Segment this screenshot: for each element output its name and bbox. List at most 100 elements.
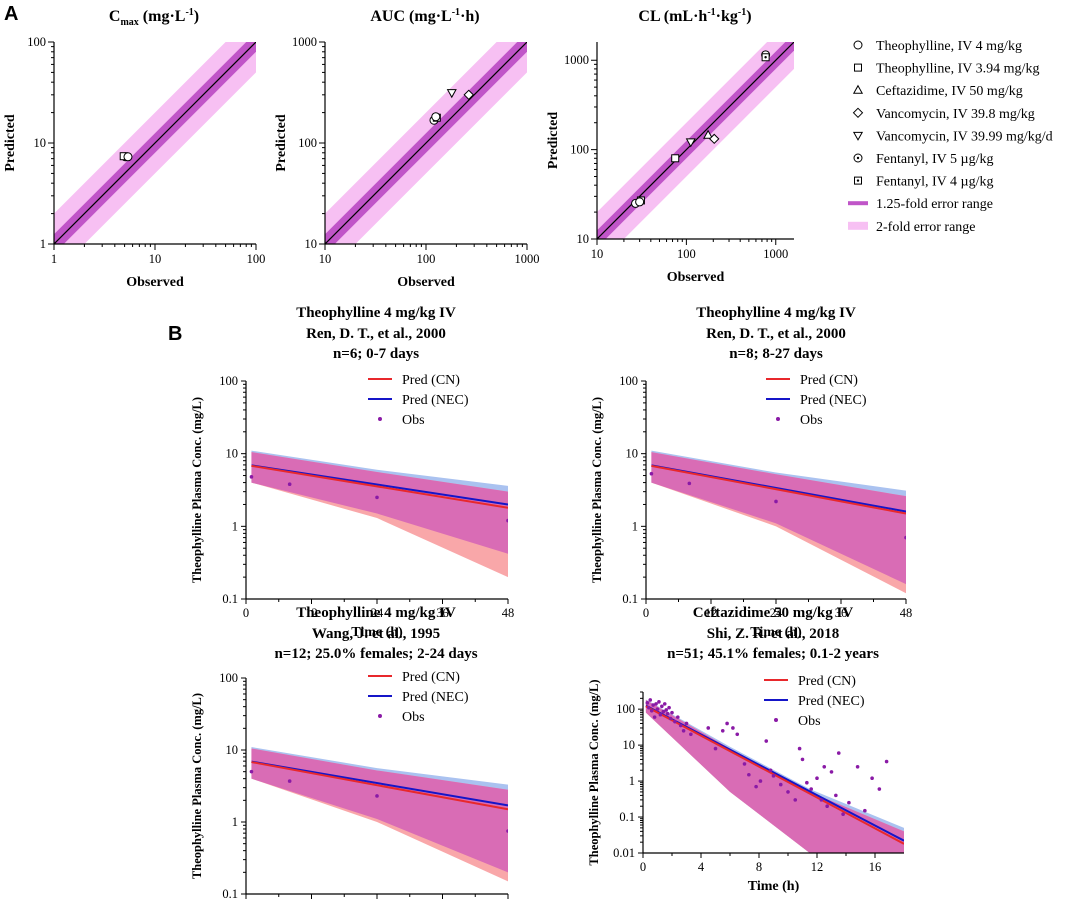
y-tick-label: 10 xyxy=(34,136,47,150)
plot-area xyxy=(54,42,256,244)
x-tick-label: 10 xyxy=(319,252,332,266)
title-subscript: max xyxy=(120,17,138,28)
legend-item: Obs xyxy=(378,710,425,725)
obs-point xyxy=(747,772,751,777)
data-point-circle xyxy=(431,112,441,122)
legend-item: Obs xyxy=(378,413,425,428)
obs-point xyxy=(768,768,773,773)
legend-label: Pred (CN) xyxy=(800,373,858,388)
purple-dot-icon xyxy=(378,714,382,718)
panel-label-a: A xyxy=(4,3,18,25)
obs-point xyxy=(809,787,813,791)
chart-title-line: Shi, Z. R. et al., 2018 xyxy=(707,626,840,642)
legend-item: Pred (CN) xyxy=(764,674,856,689)
legend-item: Pred (CN) xyxy=(368,670,460,685)
obs-point xyxy=(664,708,668,712)
chart-title-line: Theophylline 4 mg/kg IV xyxy=(296,305,456,321)
legend-label: Obs xyxy=(402,710,425,725)
x-tick-label: 10 xyxy=(149,252,162,266)
obs-point xyxy=(829,770,834,774)
x-tick-label: 12 xyxy=(305,606,318,620)
pred-nec-line xyxy=(251,760,508,807)
x-tick-label: 1 xyxy=(51,252,57,266)
legend-label: 2-fold error range xyxy=(876,220,976,235)
title-superscript: -1 xyxy=(452,7,460,18)
marker xyxy=(852,84,864,94)
obs-point xyxy=(786,790,790,794)
obs-point xyxy=(764,739,769,743)
x-tick-label: 24 xyxy=(770,606,783,620)
x-tick-label: 12 xyxy=(705,606,718,620)
obs-point xyxy=(706,726,711,730)
plot-area xyxy=(249,450,508,578)
x-axis-label: Observed xyxy=(126,275,184,290)
y-tick-label: 0.01 xyxy=(613,846,635,860)
marker xyxy=(852,107,864,119)
legend-item: Pred (NEC) xyxy=(368,393,469,408)
y-tick-label: 10 xyxy=(577,232,590,246)
x-axis-label: Observed xyxy=(667,270,725,285)
y-tick-label: 0.1 xyxy=(222,592,238,606)
title-main: CL xyxy=(638,8,660,25)
data-point-circle xyxy=(123,152,133,162)
x-axis-label: Time (h) xyxy=(750,625,802,640)
chart-title-line: Ren, D. T., et al., 2000 xyxy=(706,326,846,342)
obs-point xyxy=(375,794,379,798)
obs-point xyxy=(506,829,508,833)
chart-title-line: Ceftazidime 50 mg/kg IV xyxy=(693,605,854,621)
chart-panel-b: 0 12 24 36 48 0.1 1 10 100 Time (h) Theophylline P… xyxy=(190,305,514,640)
obs-point xyxy=(841,812,845,816)
legend-item: Pred (CN) xyxy=(766,373,858,388)
y-tick-label: 1 xyxy=(232,519,238,533)
y-axis-label: Theophylline Plasma Conc. (mg/L) xyxy=(190,693,204,879)
legend-label: Obs xyxy=(800,413,823,428)
obs-point xyxy=(870,776,874,781)
obs-point xyxy=(731,726,735,730)
pred-cn-line xyxy=(251,761,508,811)
plot-area xyxy=(325,42,527,244)
y-tick-label: 1 xyxy=(629,774,635,788)
y-axis-label: Theophylline Plasma Conc. (mg/L) xyxy=(590,397,604,583)
obs-point xyxy=(742,762,747,766)
y-axis-label: Predicted xyxy=(546,112,561,169)
legend-item: Pred (NEC) xyxy=(368,690,469,705)
obs-point xyxy=(668,716,673,721)
chart-title: Cmax (mg·L-1) xyxy=(109,7,199,28)
triangle-down-marker-icon xyxy=(852,131,864,141)
chart-panel-a: 10 100 1000 10 100 1000 Observed Predicted AUC (… xyxy=(274,7,540,290)
obs-point xyxy=(884,759,889,764)
legend-item: 1.25-fold error range xyxy=(848,197,993,212)
data-point-diamond xyxy=(709,133,720,145)
title-unit-end: ·kg xyxy=(716,8,738,25)
title-unit: (mg·L xyxy=(139,8,186,25)
obs-point xyxy=(735,732,740,737)
y-tick-label: 10 xyxy=(626,447,639,461)
obs-point xyxy=(506,518,508,523)
y-tick-label: 1 xyxy=(232,815,238,829)
y-axis-label: Predicted xyxy=(274,114,289,171)
obs-point xyxy=(825,804,829,809)
title-unit: (mg·L xyxy=(405,8,452,25)
legend-item: Theophylline, IV 3.94 mg/kg xyxy=(854,62,1039,77)
y-tick-label: 100 xyxy=(570,143,589,157)
x-tick-label: 0 xyxy=(643,606,649,620)
obs-point xyxy=(847,800,851,805)
obs-point xyxy=(797,746,802,751)
obs-point xyxy=(676,715,680,719)
x-tick-label: 1000 xyxy=(515,252,540,266)
plot-area xyxy=(645,698,904,853)
legend-item: Pred (NEC) xyxy=(764,694,865,709)
y-tick-label: 100 xyxy=(298,136,317,150)
circle-marker-icon xyxy=(853,40,863,50)
obs-point xyxy=(287,779,292,783)
y-axis-label: Predicted xyxy=(3,114,18,171)
panel-label-b: B xyxy=(168,323,182,345)
chart-panel-a: 1 10 100 1 10 100 Observed Predicted Cmax (mg·L-… xyxy=(3,7,265,290)
y-tick-label: 1 xyxy=(40,237,46,251)
chart-title-line: n=12; 25.0% females; 2-24 days xyxy=(274,646,477,662)
obs-point xyxy=(863,808,867,813)
legend-label: Pred (NEC) xyxy=(402,690,469,705)
obs-point xyxy=(819,798,824,802)
obs-point xyxy=(754,784,758,789)
plot-area xyxy=(649,450,906,594)
